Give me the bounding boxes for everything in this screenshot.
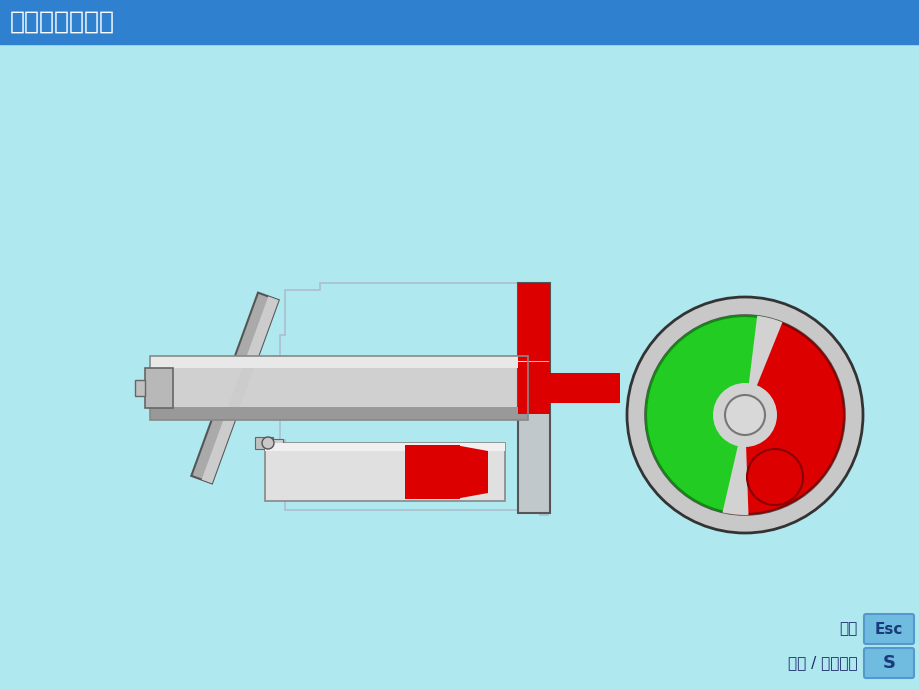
Bar [150, 356, 528, 420]
Bar [265, 443, 505, 501]
Text: 暂停 / 重新启动: 暂停 / 重新启动 [788, 656, 857, 671]
Circle shape [644, 315, 844, 515]
Text: Esc: Esc [874, 622, 902, 636]
Bar [517, 283, 550, 513]
Bar [255, 437, 273, 449]
Bar [145, 368, 173, 408]
Text: 柱塞泵工作原理: 柱塞泵工作原理 [10, 10, 115, 34]
FancyBboxPatch shape [863, 614, 913, 644]
Wedge shape [727, 322, 843, 514]
Circle shape [746, 449, 802, 505]
Circle shape [262, 437, 274, 449]
Bar [265, 443, 505, 451]
Bar [517, 283, 550, 361]
Bar [550, 373, 619, 403]
Bar [517, 362, 550, 414]
Bar [458, 457, 471, 487]
Circle shape [627, 297, 862, 533]
Bar [150, 356, 528, 420]
Wedge shape [744, 316, 782, 415]
FancyBboxPatch shape [863, 648, 913, 678]
Bar [150, 356, 528, 368]
Polygon shape [191, 293, 278, 484]
Bar [271, 439, 283, 447]
Text: S: S [881, 654, 894, 672]
Bar [404, 445, 460, 499]
Wedge shape [645, 316, 778, 513]
Wedge shape [721, 415, 748, 515]
Bar [135, 380, 145, 396]
Circle shape [724, 395, 765, 435]
Bar [150, 407, 528, 420]
Polygon shape [455, 445, 487, 499]
Circle shape [712, 383, 777, 447]
Bar [0, 0, 919, 44]
Polygon shape [201, 297, 278, 484]
Text: 结束: 结束 [839, 622, 857, 636]
